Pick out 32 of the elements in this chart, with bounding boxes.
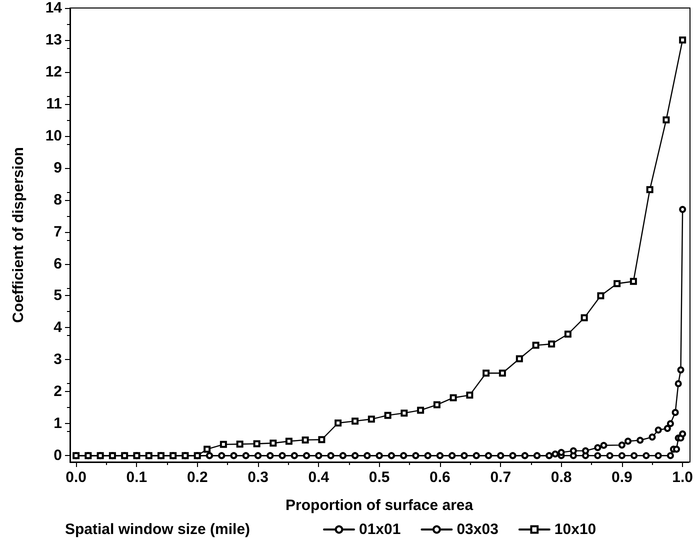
x-tick-label: 0.1 <box>126 469 148 486</box>
y-tick-label: 4 <box>54 319 63 336</box>
legend-label: 01x01 <box>359 521 401 538</box>
y-tick-label: 12 <box>45 63 62 80</box>
y-tick-label: 11 <box>46 95 62 112</box>
y-tick-label: 3 <box>54 351 62 368</box>
y-tick-label: 0 <box>54 447 62 464</box>
x-tick-label: 0.3 <box>248 469 268 486</box>
x-tick-label: 0.9 <box>611 469 632 486</box>
y-tick-label: 8 <box>54 191 62 208</box>
y-tick-label: 6 <box>54 255 62 272</box>
y-tick-label: 13 <box>45 31 62 48</box>
legend-title: Spatial window size (mile) <box>65 521 250 538</box>
x-tick-label: 0.7 <box>490 469 512 486</box>
y-tick-label: 7 <box>54 223 62 240</box>
x-tick-label: 1.0 <box>672 469 694 486</box>
x-axis-title: Proportion of surface area <box>286 497 474 514</box>
y-tick-label: 10 <box>45 127 62 144</box>
y-axis-title: Coefficient of dispersion <box>10 147 27 323</box>
y-tick-label: 9 <box>54 159 62 176</box>
x-tick-label: 0.6 <box>430 469 450 486</box>
y-tick-label: 14 <box>45 0 63 16</box>
y-tick-label: 2 <box>54 383 62 400</box>
y-tick-label: 1 <box>54 415 62 432</box>
legend-label: 10x10 <box>554 521 596 538</box>
x-tick-label: 0.5 <box>368 469 390 486</box>
x-tick-label: 0.0 <box>66 469 86 486</box>
x-tick-label: 0.8 <box>550 469 572 486</box>
x-tick-label: 0.2 <box>186 469 208 486</box>
x-tick-label: 0.4 <box>308 469 330 486</box>
y-tick-label: 5 <box>54 287 62 304</box>
legend-label: 03x03 <box>456 521 498 538</box>
